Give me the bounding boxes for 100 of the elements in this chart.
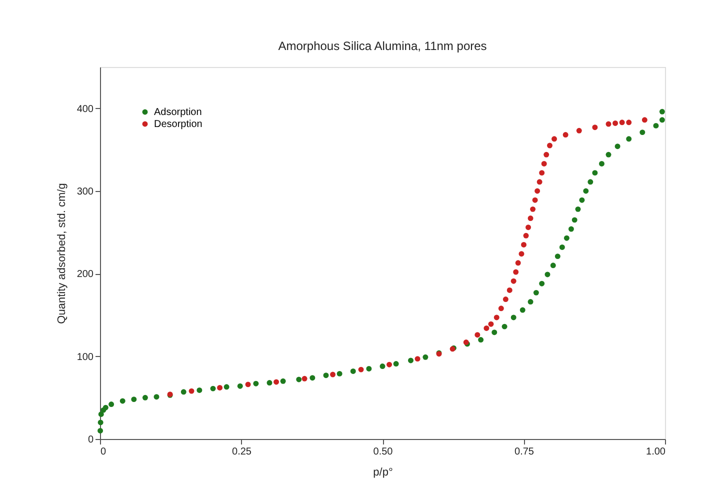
legend-label: Desorption — [154, 119, 202, 130]
point — [366, 366, 372, 372]
point — [502, 324, 508, 330]
point — [302, 376, 308, 382]
point — [520, 307, 526, 313]
point — [598, 160, 604, 166]
point — [296, 376, 302, 382]
y-tick-label: 400 — [76, 104, 94, 115]
point — [188, 388, 194, 394]
point — [606, 121, 612, 127]
point — [564, 235, 570, 241]
x-tick-label: 0.25 — [232, 446, 252, 458]
point — [515, 260, 521, 266]
point — [510, 278, 516, 284]
point — [478, 337, 484, 343]
point — [592, 170, 598, 176]
point — [330, 372, 336, 378]
point — [350, 368, 356, 374]
point — [533, 290, 539, 296]
point — [510, 314, 516, 320]
point — [142, 394, 148, 400]
point — [498, 306, 504, 312]
point — [502, 296, 508, 302]
point — [559, 244, 565, 250]
point — [120, 398, 126, 404]
point — [592, 124, 598, 130]
point — [550, 262, 556, 268]
point — [547, 142, 552, 148]
point — [196, 387, 202, 393]
point — [614, 144, 620, 150]
x-tick-label: 0 — [100, 446, 106, 458]
point — [237, 383, 243, 389]
y-tick-label: 300 — [76, 186, 94, 198]
y-tick-label: 200 — [76, 269, 94, 280]
point — [474, 332, 480, 338]
point — [539, 280, 545, 286]
point — [528, 299, 534, 305]
point — [224, 384, 230, 390]
point — [541, 160, 547, 166]
point — [539, 170, 545, 176]
point — [253, 380, 259, 386]
point — [217, 385, 223, 390]
point — [310, 375, 316, 381]
point — [544, 272, 550, 278]
point — [626, 136, 632, 142]
point — [536, 179, 542, 185]
y-tick-label: 100 — [76, 352, 94, 363]
point — [575, 206, 581, 212]
point — [393, 361, 399, 367]
y-axis-title: Quantity adsorbed, std. cm/g — [56, 183, 68, 324]
point — [612, 120, 618, 126]
point — [386, 362, 392, 368]
point — [534, 188, 540, 194]
point — [554, 254, 560, 260]
point — [552, 136, 557, 142]
chart-title: Amorphous Silica Alumina, 11nm pores — [278, 39, 487, 53]
point — [588, 179, 594, 185]
point — [532, 197, 538, 203]
point — [506, 287, 512, 293]
point — [414, 356, 420, 362]
point — [102, 404, 108, 410]
point — [653, 122, 659, 128]
point — [568, 226, 574, 232]
point — [488, 321, 494, 327]
point — [358, 366, 364, 372]
legend-label: Adsorption — [154, 107, 202, 118]
point — [492, 330, 498, 336]
point — [98, 428, 104, 434]
point — [659, 108, 665, 114]
point — [274, 379, 280, 385]
point — [583, 188, 589, 194]
x-axis-title: p/p° — [373, 466, 393, 478]
x-tick-label: 0.50 — [373, 446, 394, 458]
point — [572, 217, 578, 223]
point — [626, 120, 632, 126]
point — [579, 197, 585, 203]
point — [513, 269, 519, 275]
point — [336, 370, 342, 376]
point — [108, 402, 114, 408]
point — [323, 372, 329, 378]
point — [210, 386, 216, 392]
point — [422, 354, 428, 360]
point — [380, 364, 386, 369]
point — [659, 117, 665, 123]
point — [154, 394, 160, 400]
point — [180, 389, 186, 395]
point — [530, 206, 536, 212]
point — [619, 120, 625, 126]
point — [408, 358, 414, 364]
point — [266, 380, 272, 386]
point — [640, 130, 646, 136]
point — [494, 314, 500, 320]
point — [245, 382, 251, 388]
point — [642, 117, 648, 123]
point — [98, 411, 104, 417]
point — [518, 251, 524, 257]
point — [131, 396, 137, 402]
point — [576, 128, 582, 134]
point — [280, 378, 286, 384]
point — [528, 216, 534, 222]
